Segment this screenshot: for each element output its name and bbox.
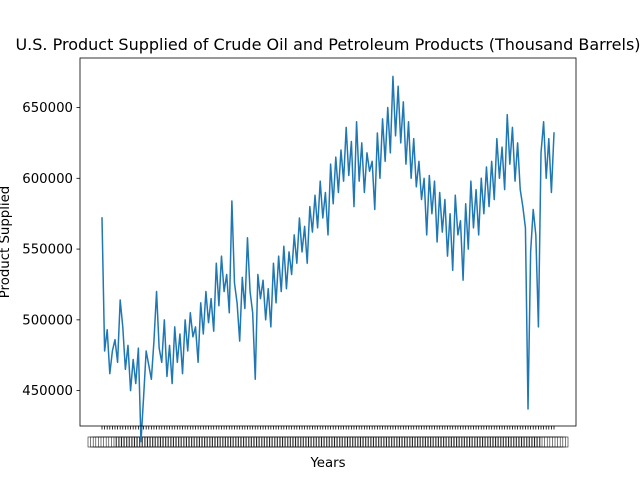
y-axis-ticks: 450000 500000 550000 600000 650000 [22,101,80,399]
x-axis-tick-labels [87,436,569,448]
x-tick-label [539,436,569,448]
y-tick-label: 600000 [22,172,73,187]
y-tick-label: 550000 [22,243,73,258]
y-axis-label: Product Supplied [0,186,13,298]
series-line [101,75,555,443]
y-tick-label: 500000 [22,313,73,328]
x-axis-ticks [101,426,555,430]
plot-area-frame [79,57,577,427]
x-tick-marks [101,426,555,430]
x-axis-label: Years [309,456,345,471]
chart-title: U.S. Product Supplied of Crude Oil and P… [15,35,640,54]
y-tick-label: 450000 [22,384,73,399]
y-tick-label: 650000 [22,101,73,116]
